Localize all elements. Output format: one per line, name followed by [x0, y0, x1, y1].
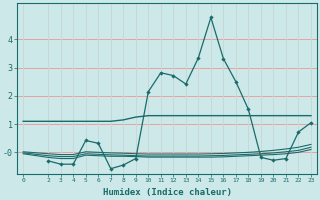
X-axis label: Humidex (Indice chaleur): Humidex (Indice chaleur)	[103, 188, 232, 197]
